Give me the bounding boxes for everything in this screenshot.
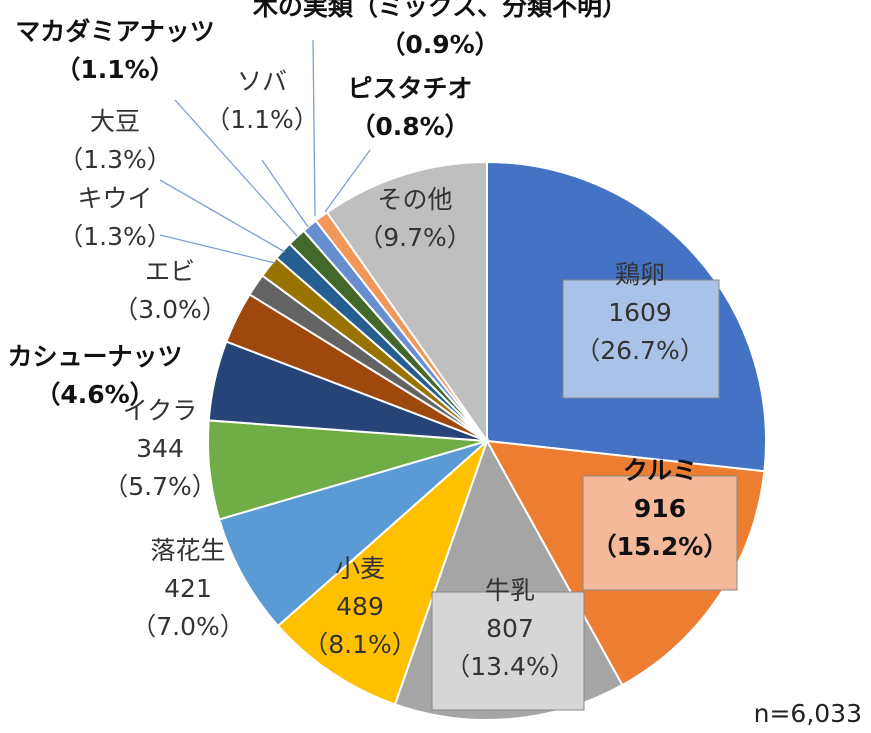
slice-14-name: その他: [377, 185, 452, 214]
slice-9-percent: （1.3%）: [58, 145, 172, 174]
slice-4-value: 421: [164, 574, 212, 603]
slice-3: [276, 437, 490, 706]
slice-10-label: マカダミアナッツ （1.1%）: [15, 17, 215, 84]
slice-7-label: エビ （3.0%）: [113, 257, 227, 324]
slice-0-percent: （26.7%）: [575, 336, 704, 365]
slice-14-label: その他 （9.7%）: [358, 185, 472, 252]
slice-labels: 鶏卵 1609 （26.7%） クルミ 916 （15.2%） 牛乳 807 （13.4%） 小麦…: [7, 0, 738, 711]
slice-6-percent: （4.6%）: [35, 380, 154, 409]
slice-7-name: エビ: [145, 257, 195, 286]
slice-6-label: カシューナッツ （4.6%）: [7, 342, 182, 409]
slice-4-name: 落花生: [150, 536, 225, 565]
slice-13-name: ピスタチオ: [347, 74, 472, 103]
slice-4-label: 落花生 421 （7.0%）: [131, 536, 245, 641]
slice-0-name: 鶏卵: [615, 260, 665, 289]
slice-11-label: ソバ （1.1%）: [205, 67, 319, 134]
slice-13-label: ピスタチオ （0.8%）: [347, 74, 472, 141]
slice-9-name: 大豆: [90, 107, 140, 136]
slice-10-leader-line: [174, 99, 298, 237]
slice-8-name: キウイ: [77, 184, 152, 213]
slice-10-percent: （1.1%）: [55, 55, 174, 84]
slice-3-name: 小麦: [335, 554, 385, 583]
slice-5-label: イクラ 344 （5.7%）: [103, 396, 217, 501]
slice-0-label: 鶏卵 1609 （26.7%）: [575, 260, 704, 365]
slice-1-label-box: [582, 475, 738, 591]
slice-3-percent: （8.1%）: [303, 630, 417, 659]
slice-2-percent: （13.4%）: [445, 652, 574, 681]
slice-14-percent: （9.7%）: [358, 223, 472, 252]
slice-0-value: 1609: [608, 298, 672, 327]
slice-8-leader-line: [159, 234, 276, 264]
slice-12-name: 木の実類（ミックス、分類不明）: [252, 0, 627, 21]
slice-1-name: クルミ: [623, 456, 697, 485]
slice-12-label: 木の実類（ミックス、分類不明） （0.9%）: [252, 0, 627, 59]
slice-9-label: 大豆 （1.3%）: [58, 107, 172, 174]
slice-9-leader-line: [159, 179, 286, 253]
slice-1-label: クルミ 916 （15.2%）: [592, 456, 729, 561]
slice-2-name: 牛乳: [485, 576, 535, 605]
slice-7-percent: （3.0%）: [113, 295, 227, 324]
slice-4: [218, 440, 488, 628]
slice-2-label-box: [431, 591, 585, 711]
slice-3-value: 489: [336, 592, 384, 621]
slice-4-percent: （7.0%）: [131, 612, 245, 641]
slice-2-value: 807: [486, 614, 534, 643]
slice-13-percent: （0.8%）: [350, 112, 469, 141]
slice-8-percent: （1.3%）: [58, 222, 172, 251]
slice-5-value: 344: [136, 434, 184, 463]
slice-5-name: イクラ: [123, 396, 198, 425]
slice-14: [325, 160, 488, 445]
slice-1-percent: （15.2%）: [592, 532, 729, 561]
slice-11-leader-line: [261, 159, 309, 228]
slice-11-name: ソバ: [237, 67, 287, 96]
slice-3-label: 小麦 489 （8.1%）: [303, 554, 417, 659]
slice-8-label: キウイ （1.3%）: [58, 184, 172, 251]
leader-lines: [159, 39, 371, 264]
slice-0-label-box: [562, 279, 720, 399]
slice-12-leader-line: [312, 39, 316, 217]
slice-6-name: カシューナッツ: [7, 342, 182, 371]
slice-11-percent: （1.1%）: [205, 105, 319, 134]
slice-1-value: 916: [634, 494, 686, 523]
slice-12-percent: （0.9%）: [380, 30, 499, 59]
slice-10-name: マカダミアナッツ: [15, 17, 215, 46]
slice-5-percent: （5.7%）: [103, 472, 217, 501]
slice-2-label: 牛乳 807 （13.4%）: [445, 576, 574, 681]
sample-size-label: n=6,033: [754, 699, 862, 728]
slice-13-leader-line: [324, 149, 371, 213]
